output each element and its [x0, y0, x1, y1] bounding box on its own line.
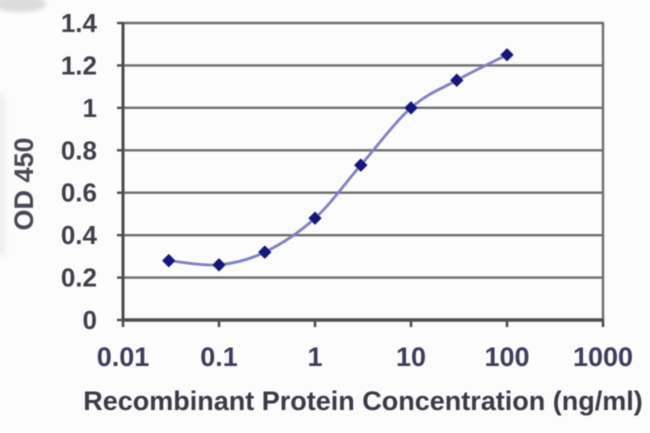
y-tick-label: 0.6	[61, 178, 97, 208]
data-point-markers	[162, 48, 514, 272]
y-tick-label: 1	[83, 93, 97, 123]
scan-artifact-left-edge	[0, 95, 5, 255]
y-tick-label: 0.8	[61, 135, 97, 165]
x-axis-title: Recombinant Protein Concentration (ng/ml…	[83, 386, 643, 416]
y-tick-label: 1.2	[61, 50, 97, 80]
data-point-marker	[404, 101, 418, 115]
x-tick-label: 0.01	[97, 342, 150, 372]
data-point-marker	[450, 73, 464, 87]
gridlines	[123, 21, 603, 279]
x-tick-label: 1	[307, 342, 322, 372]
y-tick-label: 0.4	[61, 220, 98, 250]
data-point-marker	[212, 258, 226, 272]
plot-area: 0 0.2 0.4 0.6 0.8 1 1.2 1.4 0.01 0.1 1 10 100 1000	[61, 8, 633, 372]
data-point-marker	[258, 245, 272, 259]
x-tick-label: 1000	[573, 342, 633, 372]
x-axis-tick-labels: 0.01 0.1 1 10 100 1000	[97, 342, 633, 372]
y-axis-title: OD 450	[9, 137, 39, 230]
data-point-marker	[354, 158, 368, 172]
y-tick-label: 1.4	[61, 8, 98, 38]
x-tick-label: 0.1	[200, 342, 238, 372]
scan-artifact-corner	[0, 0, 46, 12]
x-tick-label: 10	[396, 342, 426, 372]
y-tick-label: 0.2	[61, 263, 97, 293]
data-point-marker	[308, 211, 322, 225]
y-tick-label: 0	[83, 305, 97, 335]
y-axis-tick-labels: 0 0.2 0.4 0.6 0.8 1 1.2 1.4	[61, 8, 98, 335]
data-point-marker	[500, 48, 514, 62]
data-point-marker	[162, 254, 176, 268]
x-tick-label: 100	[484, 342, 529, 372]
